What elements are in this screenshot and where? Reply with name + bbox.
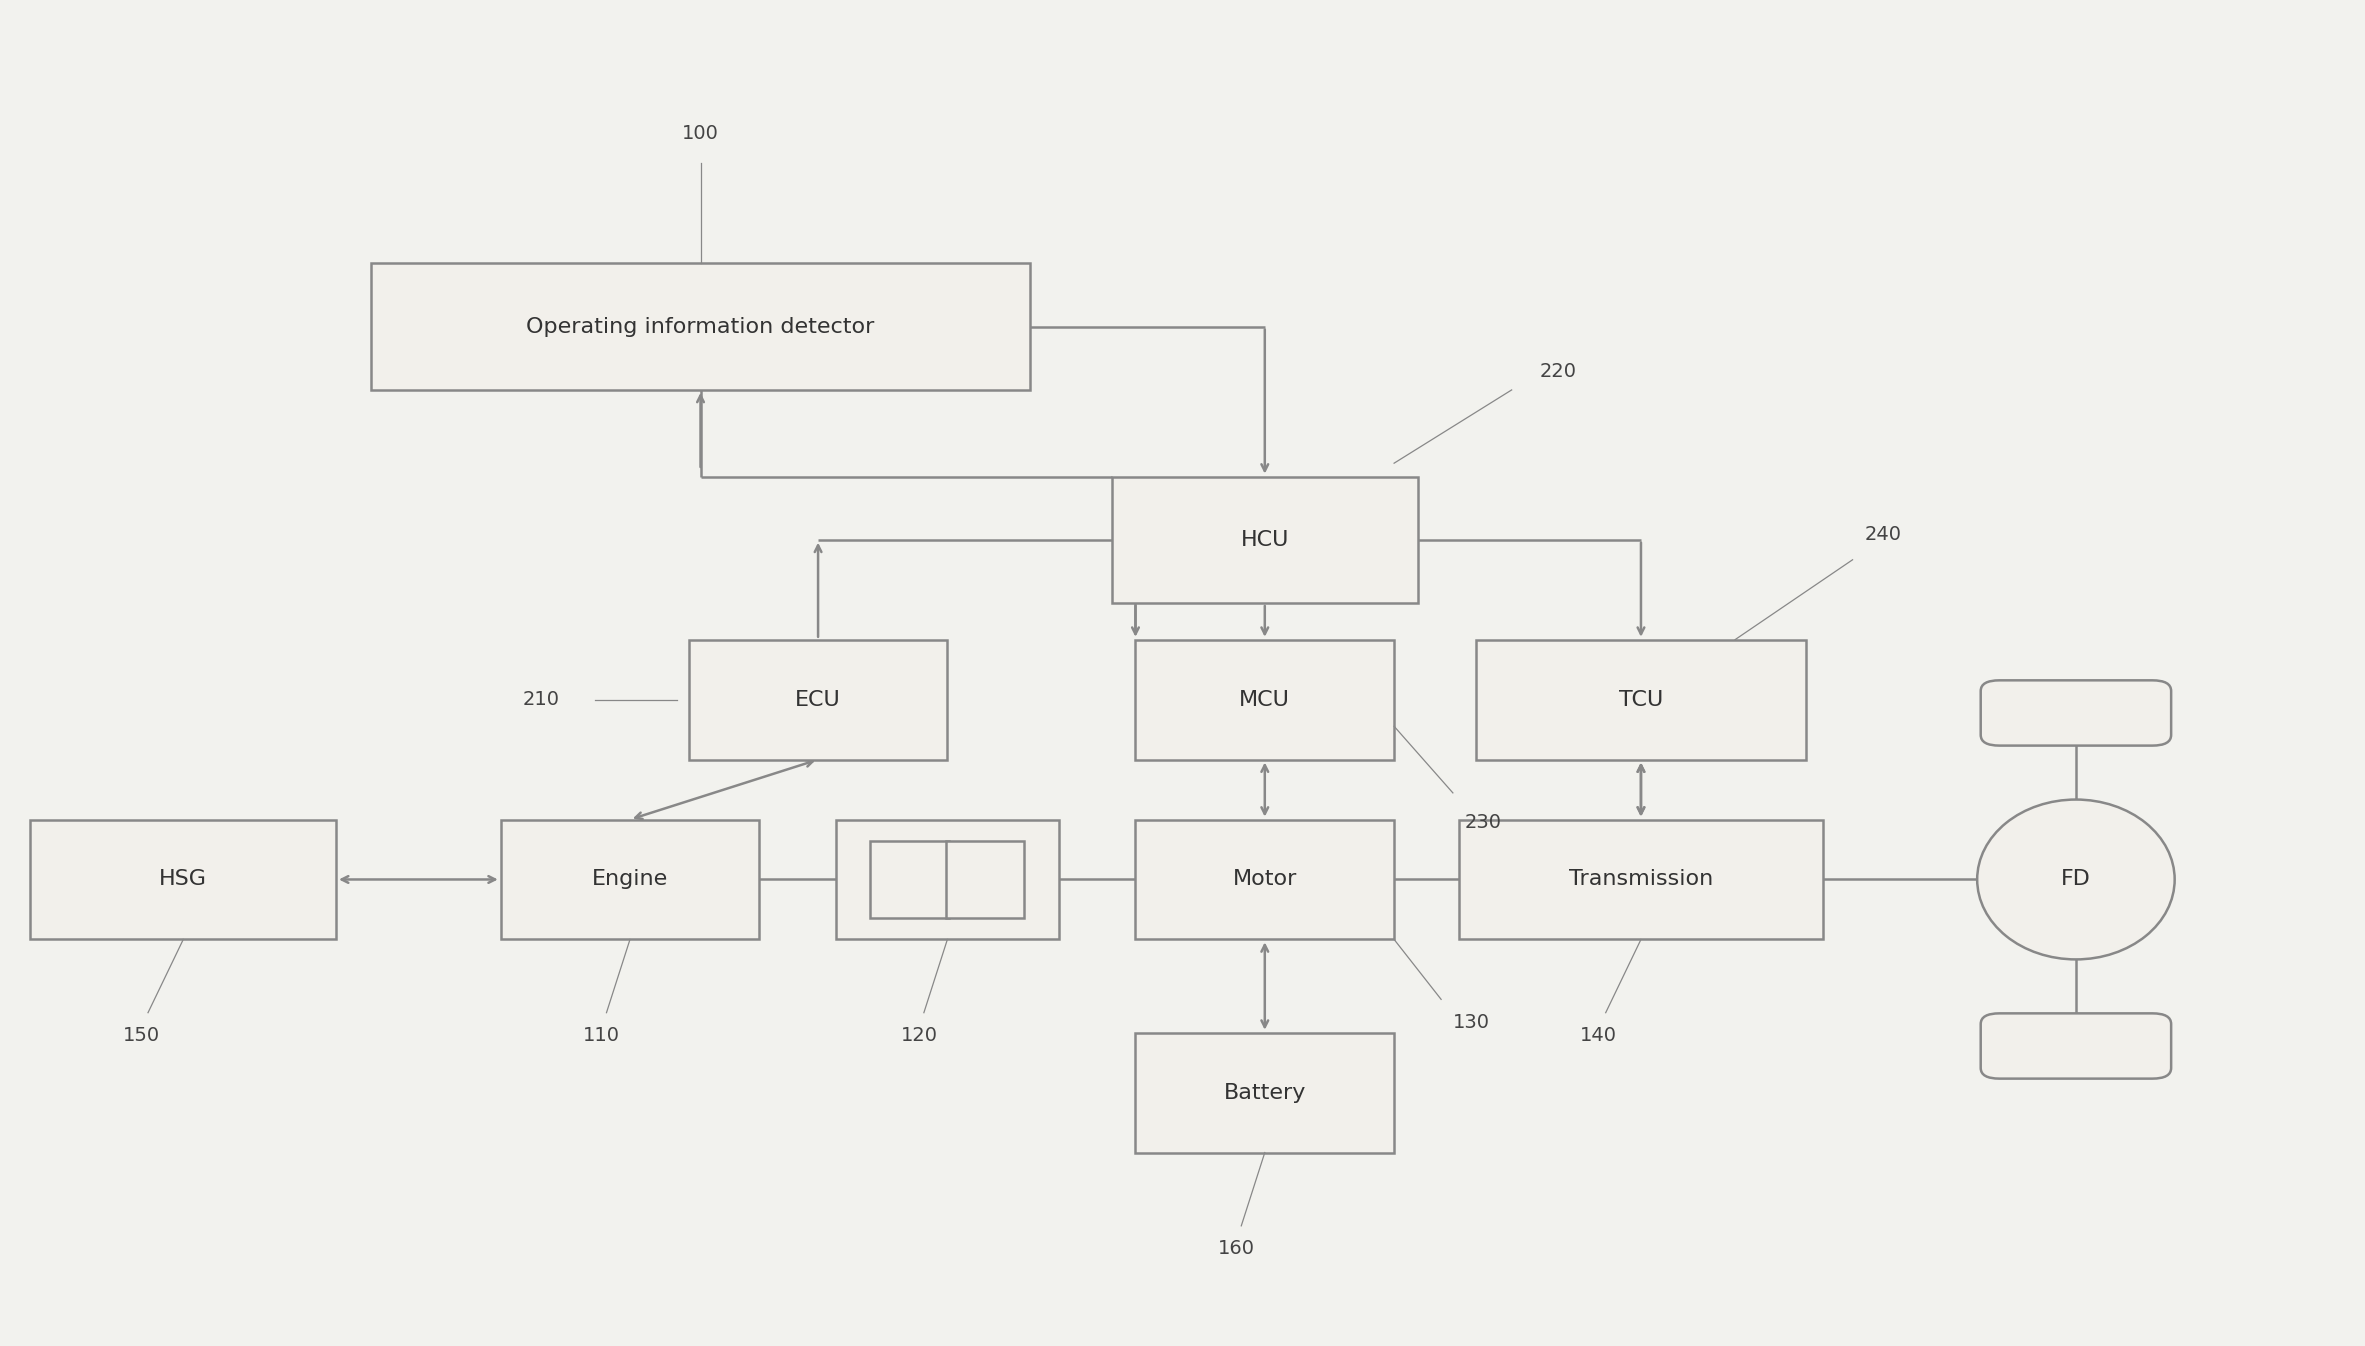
Text: Battery: Battery: [1223, 1082, 1305, 1102]
FancyBboxPatch shape: [1112, 476, 1417, 603]
FancyBboxPatch shape: [1459, 820, 1823, 940]
FancyBboxPatch shape: [1982, 1014, 2171, 1078]
Text: FD: FD: [2060, 870, 2091, 890]
FancyBboxPatch shape: [946, 840, 1024, 918]
Text: 100: 100: [681, 124, 719, 144]
Text: 120: 120: [901, 1026, 937, 1044]
Text: Operating information detector: Operating information detector: [527, 316, 875, 336]
FancyBboxPatch shape: [870, 840, 948, 918]
Text: Engine: Engine: [591, 870, 669, 890]
Text: 130: 130: [1452, 1012, 1490, 1031]
FancyBboxPatch shape: [501, 820, 759, 940]
Text: HSG: HSG: [158, 870, 208, 890]
FancyBboxPatch shape: [688, 639, 948, 759]
FancyBboxPatch shape: [31, 820, 336, 940]
FancyBboxPatch shape: [1135, 1032, 1393, 1152]
Text: 210: 210: [523, 690, 561, 709]
Text: 110: 110: [584, 1026, 620, 1044]
Text: 160: 160: [1218, 1240, 1256, 1259]
FancyBboxPatch shape: [835, 820, 1060, 940]
Text: 230: 230: [1464, 813, 1502, 832]
Text: Motor: Motor: [1232, 870, 1296, 890]
Text: 220: 220: [1540, 362, 1577, 381]
Ellipse shape: [1977, 800, 2176, 960]
FancyBboxPatch shape: [1135, 639, 1393, 759]
Text: 140: 140: [1580, 1026, 1618, 1044]
Text: Transmission: Transmission: [1568, 870, 1712, 890]
Text: TCU: TCU: [1618, 689, 1663, 709]
FancyBboxPatch shape: [1982, 680, 2171, 746]
FancyBboxPatch shape: [1476, 639, 1804, 759]
Text: ECU: ECU: [795, 689, 842, 709]
Text: 150: 150: [123, 1026, 158, 1044]
Text: 240: 240: [1864, 525, 1901, 544]
Text: HCU: HCU: [1242, 530, 1289, 549]
FancyBboxPatch shape: [1135, 820, 1393, 940]
FancyBboxPatch shape: [371, 264, 1029, 390]
Text: MCU: MCU: [1239, 689, 1291, 709]
